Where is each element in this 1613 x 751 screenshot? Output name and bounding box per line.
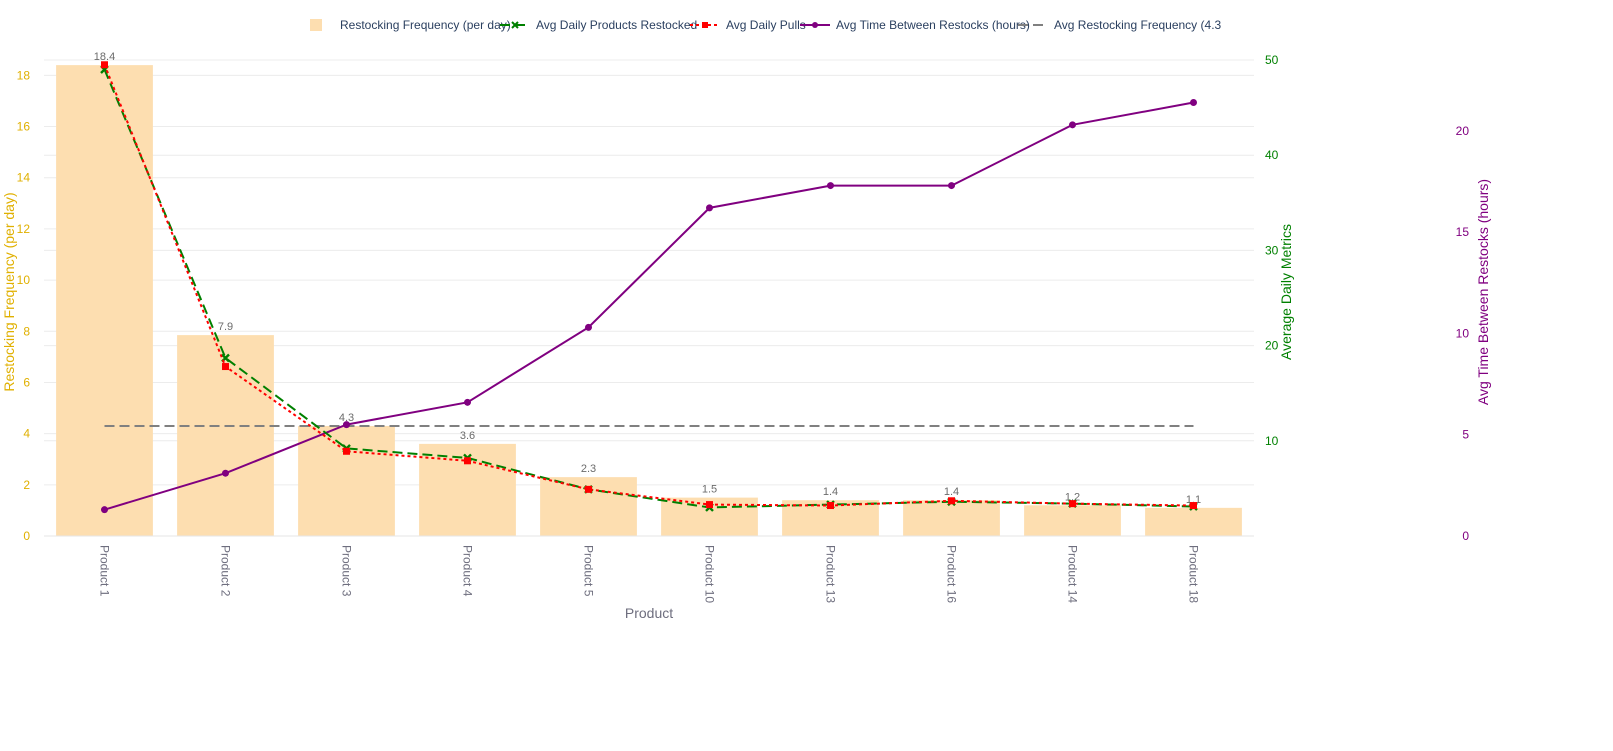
avg-time-between-restocks-point: [343, 421, 350, 429]
legend-label: Avg Daily Products Restocked: [536, 18, 698, 32]
avg-time-between-restocks-point: [222, 469, 229, 477]
bar: [1024, 505, 1121, 536]
bar-data-label: 1.1: [1186, 494, 1201, 506]
bar-data-label: 1.2: [1065, 491, 1080, 503]
avg-daily-pulls-point: [1190, 502, 1197, 510]
legend-symbol: [310, 19, 322, 31]
bar-data-label: 7.9: [218, 321, 233, 333]
legend-item-avg-daily-products-restocked[interactable]: Avg Daily Products Restocked: [500, 17, 697, 33]
y3-tick-label: 0: [1462, 529, 1469, 543]
avg-time-between-restocks-point: [1190, 99, 1197, 107]
bar-data-label: 1.5: [702, 484, 717, 496]
avg-time-between-restocks-point: [585, 323, 592, 331]
y2-axis-title: Average Daily Metrics: [1278, 224, 1294, 360]
y3-tick-label: 20: [1456, 124, 1470, 138]
y-tick-label: 18: [17, 68, 31, 82]
avg-daily-pulls-point: [948, 497, 955, 505]
x-tick-label: Product 13: [824, 545, 838, 603]
x-tick-label: Product 4: [461, 545, 475, 597]
x-tick-label: Product 5: [582, 545, 596, 597]
avg-daily-pulls-point: [101, 61, 108, 69]
y-tick-label: 8: [23, 324, 30, 338]
legend-item-avg-time-between-restocks[interactable]: Avg Time Between Restocks (hours): [800, 17, 1030, 33]
y-tick-label: 2: [23, 478, 30, 492]
y2-tick-label: 10: [1265, 434, 1279, 448]
avg-daily-pulls-point: [222, 363, 229, 371]
y-tick-label: 4: [23, 427, 30, 441]
avg-daily-pulls-point: [343, 447, 350, 455]
y-tick-label: 6: [23, 375, 30, 389]
y3-axis-title: Avg Time Between Restocks (hours): [1475, 179, 1491, 405]
y-tick-label: 16: [17, 120, 31, 134]
bar: [56, 65, 153, 536]
y-tick-label: 12: [17, 222, 31, 236]
bar-data-label: 1.4: [823, 486, 838, 498]
legend-symbol: [500, 21, 530, 29]
x-tick-label: Product 18: [1187, 545, 1201, 603]
legend-symbol: [800, 22, 830, 28]
avg-daily-pulls-point: [464, 457, 471, 465]
legend-symbol: [690, 22, 720, 28]
y2-tick-label: 30: [1265, 243, 1279, 257]
legend-label: Avg Time Between Restocks (hours): [836, 18, 1030, 32]
avg-time-between-restocks-point: [1069, 121, 1076, 129]
avg-time-between-restocks-point: [948, 182, 955, 190]
x-tick-label: Product 10: [703, 545, 717, 603]
bar: [1145, 507, 1242, 536]
legend-label: Restocking Frequency (per day): [340, 18, 511, 32]
y2-tick-label: 50: [1265, 53, 1279, 67]
y3-tick-label: 15: [1456, 225, 1470, 239]
y-tick-label: 0: [23, 529, 30, 543]
legend-item-avg-restocking-frequency[interactable]: Avg Restocking Frequency (4.3: [1018, 17, 1221, 33]
bar: [298, 425, 395, 536]
bar-data-label: 18.4: [94, 51, 115, 63]
avg-time-between-restocks-point: [827, 182, 834, 190]
y-tick-label: 14: [17, 171, 31, 185]
bar-data-label: 1.4: [944, 486, 959, 498]
avg-time-between-restocks-line: [104, 101, 1194, 511]
legend: Restocking Frequency (per day) Avg Daily …: [0, 17, 1613, 37]
avg-time-between-restocks-point: [101, 506, 108, 514]
x-axis-title: Product: [625, 605, 673, 621]
y-axis-title: Restocking Frequency (per day): [1, 192, 17, 391]
bar-data-label: 4.3: [339, 412, 354, 424]
bar-data-label: 2.3: [581, 463, 596, 475]
bar: [903, 500, 1000, 536]
x-tick-label: Product 2: [219, 545, 233, 597]
y-tick-label: 10: [17, 273, 31, 287]
avg-daily-pulls-point: [585, 485, 592, 493]
x-tick-label: Product 16: [945, 545, 959, 603]
legend-item-restocking-frequency[interactable]: Restocking Frequency (per day): [304, 17, 511, 33]
legend-item-avg-daily-pulls[interactable]: Avg Daily Pulls: [690, 17, 806, 33]
y2-tick-label: 40: [1265, 148, 1279, 162]
avg-daily-pulls-line: [103, 64, 1194, 507]
legend-symbol: [1018, 24, 1048, 26]
avg-daily-pulls-point: [827, 502, 834, 510]
legend-label: Avg Restocking Frequency (4.3: [1054, 18, 1222, 32]
x-tick-label: Product 14: [1066, 545, 1080, 603]
y3-tick-label: 5: [1462, 428, 1469, 442]
avg-daily-pulls-point: [1069, 500, 1076, 508]
bar-data-label: 3.6: [460, 430, 475, 442]
y2-tick-label: 20: [1265, 339, 1279, 353]
legend-label: Avg Daily Pulls: [726, 18, 806, 32]
x-tick-label: Product 3: [340, 545, 354, 597]
avg-daily-products-restocked-line: [103, 69, 1194, 509]
avg-time-between-restocks-point: [464, 398, 471, 406]
avg-daily-pulls-point: [706, 501, 713, 509]
avg-time-between-restocks-point: [706, 204, 713, 212]
y3-tick-label: 10: [1456, 326, 1470, 340]
x-tick-label: Product 1: [98, 545, 112, 597]
